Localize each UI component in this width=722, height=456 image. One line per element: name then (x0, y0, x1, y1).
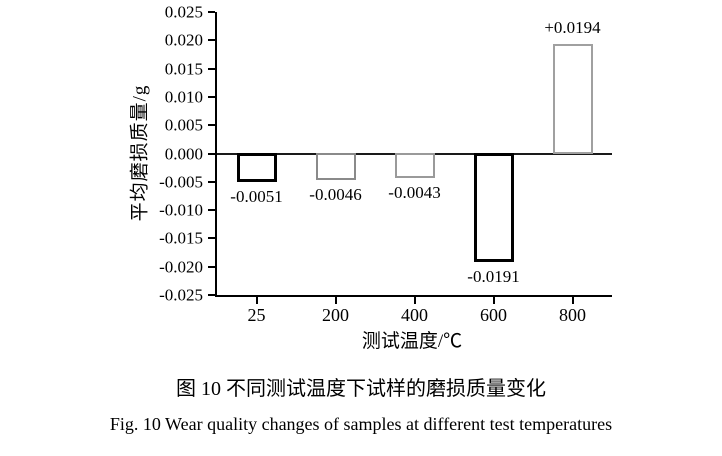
y-tick-mark (208, 95, 215, 98)
bar (473, 152, 514, 262)
y-tick-label: -0.010 (159, 200, 203, 220)
bar-value-label: +0.0194 (544, 17, 601, 37)
x-tick-mark (413, 297, 416, 304)
y-tick-mark (208, 294, 215, 296)
y-tick-mark (208, 67, 215, 70)
y-tick-mark (208, 237, 215, 240)
plot-area: -0.025 -0.020 -0.015 -0.010 -0.005 0.000 0.005… (159, 4, 612, 324)
y-tick-label: 0.015 (164, 59, 203, 79)
x-tick-mark (255, 297, 258, 304)
bar-value-label: -0.0046 (309, 184, 362, 204)
y-tick-label: -0.015 (159, 228, 203, 248)
y-tick-mark (208, 124, 215, 127)
y-tick-label: -0.025 (159, 285, 203, 305)
y-tick-mark (208, 11, 215, 13)
y-tick-mark (208, 39, 215, 42)
y-tick-label: 0.010 (164, 87, 203, 107)
y-tick-mark (208, 152, 215, 155)
x-tick-label: 600 (480, 305, 507, 325)
bar (315, 152, 356, 180)
bar (394, 152, 435, 178)
bar (236, 152, 277, 183)
x-tick-label: 200 (322, 305, 349, 325)
bar-value-label: -0.0051 (230, 187, 283, 207)
y-tick-label: 0.005 (164, 115, 203, 135)
x-tick-mark (334, 297, 337, 304)
bar-value-label: -0.0043 (388, 182, 441, 202)
y-tick-label: 0.025 (164, 2, 203, 22)
y-tick-label: 0.020 (164, 30, 203, 50)
y-tick-label: -0.020 (159, 257, 203, 277)
x-axis-title: 测试温度/℃ (361, 331, 463, 352)
y-tick-label: 0.000 (164, 144, 203, 163)
bar-value-label: -0.0191 (467, 266, 520, 286)
y-tick-mark (208, 209, 215, 212)
x-tick-mark (492, 297, 495, 304)
x-tick-label: 400 (401, 305, 428, 325)
y-tick-mark (208, 265, 215, 268)
caption-english: Fig. 10 Wear quality changes of samples … (109, 414, 613, 434)
x-tick-label: 25 (247, 305, 266, 325)
y-tick-label: -0.005 (159, 172, 203, 192)
bar (552, 43, 593, 155)
x-tick-label: 800 (559, 305, 586, 325)
x-tick-mark (571, 297, 574, 304)
y-tick-mark (208, 180, 215, 183)
caption-chinese: 图 10 不同测试温度下试样的磨损质量变化 (176, 378, 546, 400)
